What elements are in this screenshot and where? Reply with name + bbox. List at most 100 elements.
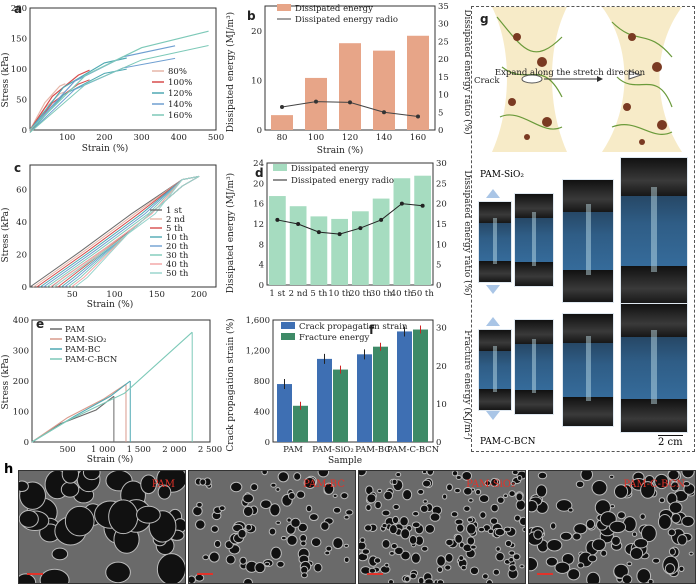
e-xtick: 2 500 <box>198 445 222 455</box>
sem-pore <box>591 538 606 552</box>
expand-text: Expand along the stretch direction <box>495 68 646 78</box>
d-ratio-point <box>379 217 384 222</box>
sem-pore <box>340 492 349 500</box>
d-ratio-point <box>337 232 342 237</box>
gel-right <box>602 7 682 152</box>
sem-pore <box>477 526 486 533</box>
b-ratio-point <box>382 110 386 115</box>
sem-pore <box>468 498 474 503</box>
sem-pore <box>682 480 691 487</box>
sem-pore <box>374 500 382 510</box>
sem-pore <box>608 474 615 479</box>
sem-pore <box>681 471 695 479</box>
sem-pore <box>626 561 633 567</box>
a-ytick: 100 <box>11 65 27 75</box>
sem-pore <box>466 536 476 546</box>
c-unload-7 <box>74 175 200 288</box>
sem-pore <box>195 519 206 530</box>
c-ytick: 0 <box>22 283 27 293</box>
sem-pore <box>424 524 435 534</box>
sem-pore <box>668 501 683 514</box>
chart-c: c Strain (%) Stress (kPa) 50 100 150 200 0 20… <box>0 161 217 310</box>
panel-b-ylabel: Dissipated energy (MJ/m³) <box>225 12 236 132</box>
sem-pore <box>192 505 203 517</box>
stretch-up-arrow <box>486 189 500 198</box>
f-fracture-bar <box>293 405 308 442</box>
panel-b-xlabel: Strain (%) <box>317 145 364 156</box>
c-legend-label: 5 th <box>166 224 184 234</box>
f-ytick: 1,600 <box>246 316 270 326</box>
b-ytick2: 15 <box>438 73 449 83</box>
sem-image-pam: PAM <box>18 470 186 584</box>
sem-pore <box>260 499 272 510</box>
e-ytick: 200 <box>13 377 29 387</box>
sem-pore <box>408 535 418 545</box>
f-fracture-bar <box>413 329 428 442</box>
sem-pore <box>470 544 477 550</box>
sem-pore <box>444 564 452 571</box>
sem-pore <box>108 499 139 535</box>
sem-pore <box>667 471 680 481</box>
chart-d: d Dissipated energy (MJ/m³) Dissipated e… <box>225 159 473 299</box>
sem-pore <box>450 511 459 518</box>
sem-pore <box>572 532 582 541</box>
sem-pore <box>417 488 425 495</box>
a-xtick: 100 <box>59 133 75 143</box>
b-bar <box>271 115 293 130</box>
sem-pore <box>237 528 247 539</box>
particles <box>508 33 667 145</box>
sem-pore <box>320 521 330 531</box>
sem-pore <box>402 488 413 501</box>
d-xtick: 1 st <box>269 289 285 299</box>
b-bar <box>407 35 429 131</box>
sem-pore <box>309 513 319 522</box>
cbcn-photo-3 <box>562 313 614 427</box>
sem-pore <box>487 528 495 535</box>
sem-pore <box>296 490 306 499</box>
panel-e-xlabel: Strain (%) <box>87 454 134 465</box>
sem-pore <box>381 522 388 529</box>
a-ytick: 0 <box>22 126 27 136</box>
sem-pore <box>573 523 588 535</box>
panel-a-label: a <box>14 2 22 16</box>
d-ytick2: 20 <box>436 200 447 210</box>
sem-pore <box>522 526 525 533</box>
f-fracture-bar <box>373 346 388 442</box>
sem-pore <box>667 528 676 537</box>
d-ytick: 0 <box>259 281 264 291</box>
sem-pore <box>383 490 394 501</box>
sem-pore <box>529 557 539 572</box>
c-xtick: 100 <box>106 290 122 300</box>
d-bar <box>269 196 286 285</box>
d-frame <box>266 162 434 286</box>
sem-pore <box>399 516 409 527</box>
sem-label-pam-bc: PAM-BC <box>303 479 345 490</box>
sio2-photo-2 <box>514 193 554 287</box>
sem-pore <box>426 471 435 476</box>
sem-pore <box>668 547 676 556</box>
b-xtick: 140 <box>376 133 392 143</box>
sem-pore <box>688 551 694 556</box>
sem-pore <box>210 525 219 533</box>
sem-pore <box>254 562 266 574</box>
b-legend-label: Dissipated energy <box>295 4 373 14</box>
sem-pore <box>641 524 657 543</box>
sem-pore <box>243 577 253 583</box>
sem-pore <box>189 575 196 583</box>
sem-pore <box>404 575 411 583</box>
sem-pore <box>616 511 626 520</box>
sem-pore <box>381 509 391 517</box>
f-ytick2: 30 <box>436 324 447 334</box>
f-ytick: 400 <box>254 408 270 418</box>
sem-scalebar <box>197 573 213 575</box>
d-bar <box>414 175 431 285</box>
sem-pore <box>479 511 487 519</box>
sem-pore <box>585 519 596 530</box>
sem-pore <box>529 499 538 513</box>
sem-pore <box>577 562 585 569</box>
f-strain-bar <box>397 331 412 442</box>
a-series-4 <box>29 30 209 131</box>
a-frame <box>29 7 217 131</box>
e-legend-label: PAM-C-BCN <box>65 355 118 365</box>
sem-pore <box>419 504 429 513</box>
